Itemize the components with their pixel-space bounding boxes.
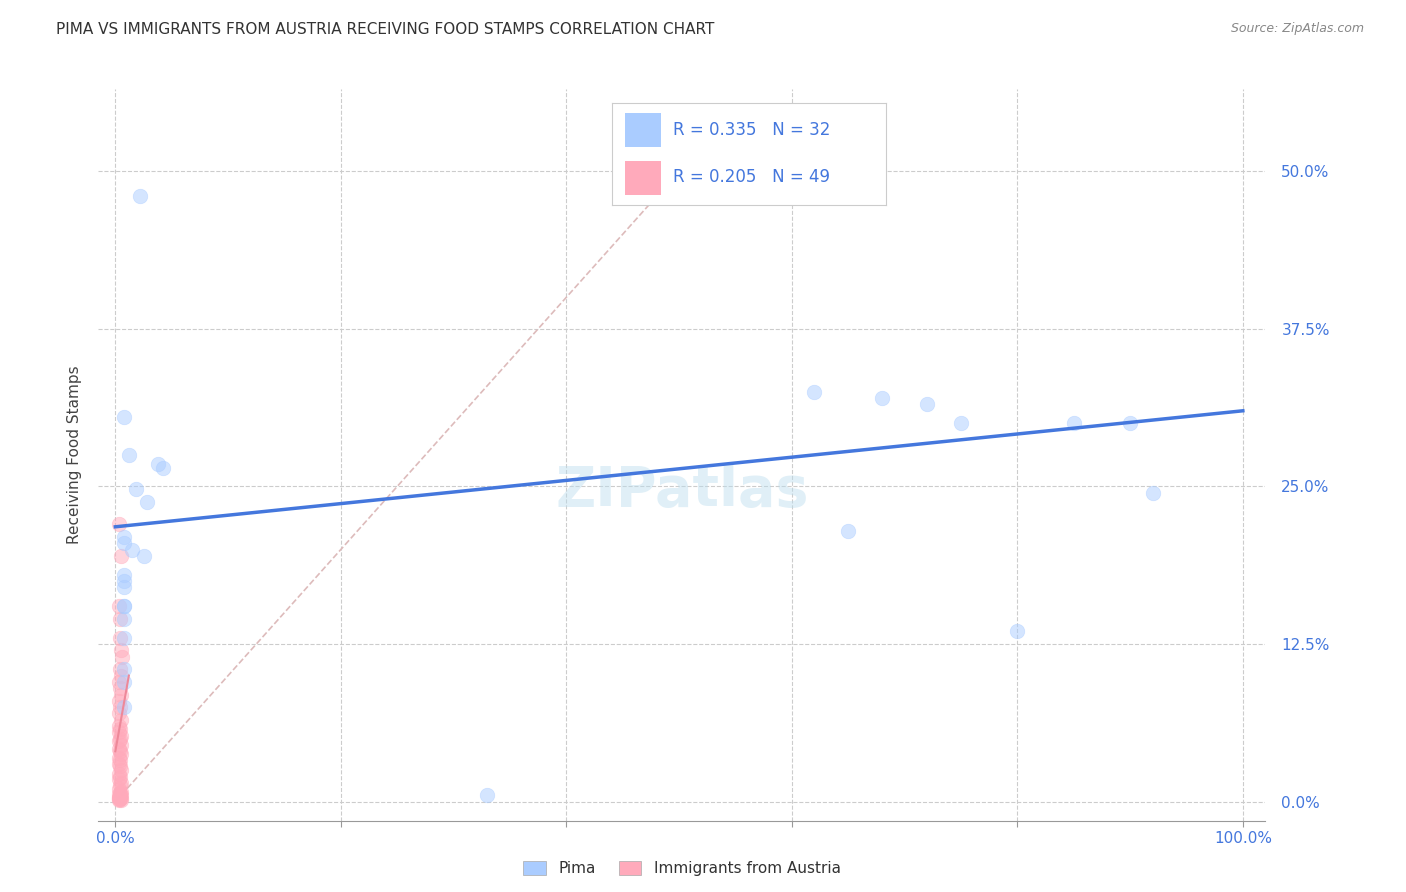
Point bbox=[110, 688, 132, 702]
Point bbox=[108, 731, 131, 746]
Point bbox=[108, 792, 131, 806]
Point bbox=[107, 787, 129, 801]
Point bbox=[110, 784, 132, 798]
Point bbox=[124, 482, 146, 496]
Point bbox=[108, 786, 131, 800]
Point bbox=[110, 793, 132, 807]
Point bbox=[107, 734, 129, 748]
Point bbox=[110, 738, 132, 752]
Point bbox=[112, 599, 135, 614]
Point bbox=[1142, 485, 1164, 500]
Point bbox=[112, 567, 135, 582]
Point bbox=[110, 668, 132, 682]
Point bbox=[107, 599, 129, 614]
Point bbox=[107, 792, 129, 806]
Point bbox=[107, 517, 129, 532]
Point bbox=[915, 397, 938, 411]
Point bbox=[1063, 417, 1085, 431]
Point bbox=[108, 753, 131, 767]
Point bbox=[108, 681, 131, 696]
Point bbox=[110, 763, 132, 777]
Point bbox=[108, 631, 131, 645]
Point bbox=[107, 782, 129, 797]
Text: ZIPatlas: ZIPatlas bbox=[555, 465, 808, 518]
Point bbox=[108, 778, 131, 792]
Point bbox=[112, 530, 135, 544]
Point bbox=[107, 719, 129, 733]
Point bbox=[111, 649, 134, 664]
Point bbox=[112, 674, 135, 689]
Point bbox=[108, 759, 131, 773]
Point bbox=[132, 549, 155, 563]
Point bbox=[129, 189, 152, 203]
Point bbox=[112, 580, 135, 594]
Point bbox=[112, 599, 135, 614]
Point bbox=[108, 612, 131, 626]
Point bbox=[1007, 624, 1029, 639]
Point bbox=[110, 791, 132, 805]
Point bbox=[110, 549, 132, 563]
Point bbox=[107, 706, 129, 721]
Point bbox=[870, 391, 893, 405]
Point bbox=[112, 612, 135, 626]
Text: R = 0.205   N = 49: R = 0.205 N = 49 bbox=[673, 168, 831, 186]
Point bbox=[108, 662, 131, 676]
Point bbox=[107, 791, 129, 805]
Text: R = 0.335   N = 32: R = 0.335 N = 32 bbox=[673, 120, 831, 139]
Point bbox=[724, 170, 747, 185]
Point bbox=[107, 725, 129, 739]
Point bbox=[107, 674, 129, 689]
Point bbox=[837, 524, 859, 538]
Point bbox=[112, 574, 135, 588]
Point bbox=[107, 772, 129, 786]
Text: Source: ZipAtlas.com: Source: ZipAtlas.com bbox=[1230, 22, 1364, 36]
Point bbox=[110, 776, 132, 790]
Point bbox=[1119, 417, 1142, 431]
Point bbox=[108, 789, 131, 804]
Point bbox=[112, 410, 135, 425]
Point bbox=[135, 494, 157, 508]
Point bbox=[112, 700, 135, 714]
Point bbox=[949, 417, 972, 431]
Point bbox=[107, 793, 129, 807]
Point bbox=[107, 756, 129, 771]
Point bbox=[112, 662, 135, 676]
Point bbox=[110, 643, 132, 657]
Point bbox=[108, 700, 131, 714]
Point bbox=[107, 741, 129, 756]
Point bbox=[110, 713, 132, 727]
Point bbox=[108, 722, 131, 736]
Point bbox=[803, 384, 825, 399]
Point bbox=[477, 789, 499, 803]
Point bbox=[148, 457, 170, 471]
Point bbox=[107, 750, 129, 764]
Text: PIMA VS IMMIGRANTS FROM AUSTRIA RECEIVING FOOD STAMPS CORRELATION CHART: PIMA VS IMMIGRANTS FROM AUSTRIA RECEIVIN… bbox=[56, 22, 714, 37]
Legend: Pima, Immigrants from Austria: Pima, Immigrants from Austria bbox=[517, 855, 846, 882]
Point bbox=[107, 694, 129, 708]
FancyBboxPatch shape bbox=[626, 113, 661, 146]
Point bbox=[121, 542, 143, 557]
Point bbox=[107, 789, 129, 804]
Point bbox=[110, 747, 132, 761]
Point bbox=[107, 767, 129, 781]
FancyBboxPatch shape bbox=[626, 161, 661, 194]
Point bbox=[110, 729, 132, 743]
Point bbox=[112, 631, 135, 645]
Point bbox=[108, 770, 131, 784]
Point bbox=[112, 536, 135, 550]
Point bbox=[110, 789, 132, 803]
Point bbox=[118, 448, 141, 462]
Y-axis label: Receiving Food Stamps: Receiving Food Stamps bbox=[66, 366, 82, 544]
Point bbox=[108, 744, 131, 758]
Point bbox=[152, 460, 174, 475]
